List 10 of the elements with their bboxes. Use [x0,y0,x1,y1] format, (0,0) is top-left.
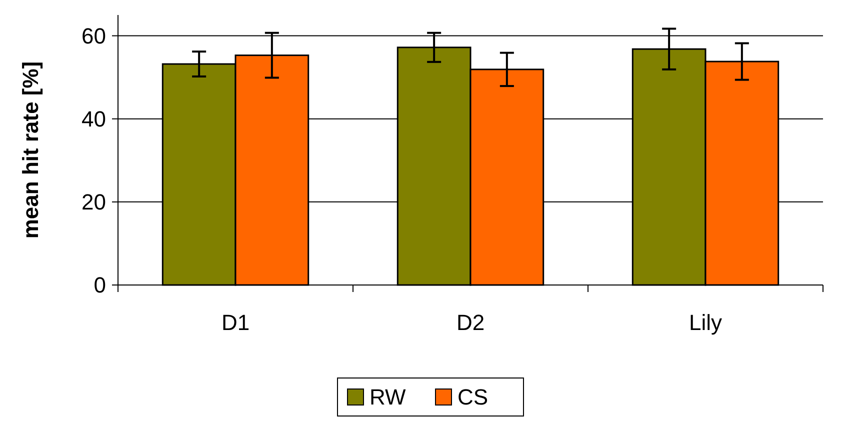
y-tick-label: 40 [82,106,106,132]
legend-label: RW [370,384,406,410]
x-tick-label: D2 [456,310,485,335]
y-tick-label: 60 [82,23,106,48]
y-tick-label: 0 [94,272,106,298]
x-tick-label: D1 [221,310,250,335]
y-tick-label: 20 [82,190,106,215]
x-tick-label: Lily [688,310,722,335]
y-axis-title: mean hit rate [%] [18,61,43,239]
legend-label: CS [458,384,488,410]
